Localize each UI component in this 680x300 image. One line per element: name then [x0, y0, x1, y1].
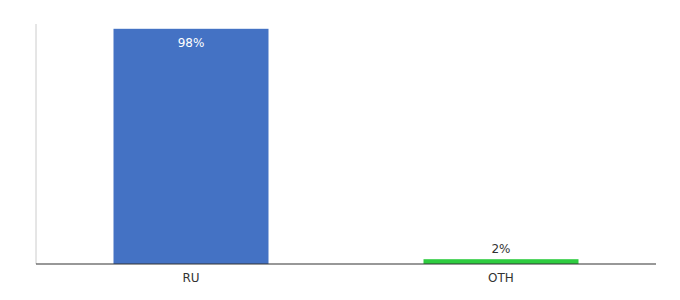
x-tick-label: RU: [182, 271, 199, 285]
x-axis: [36, 263, 656, 264]
y-axis: [36, 24, 37, 264]
bar: [424, 259, 579, 264]
bar: [114, 29, 269, 264]
bars: [114, 29, 579, 264]
data-labels: 98% 2%: [178, 36, 511, 256]
chart: RU OTH 98% 2%: [0, 0, 680, 300]
data-label: 2%: [491, 242, 510, 256]
x-tick-label: OTH: [488, 271, 514, 285]
data-label: 98%: [178, 36, 205, 50]
chart-container: RU OTH 98% 2%: [0, 0, 680, 300]
